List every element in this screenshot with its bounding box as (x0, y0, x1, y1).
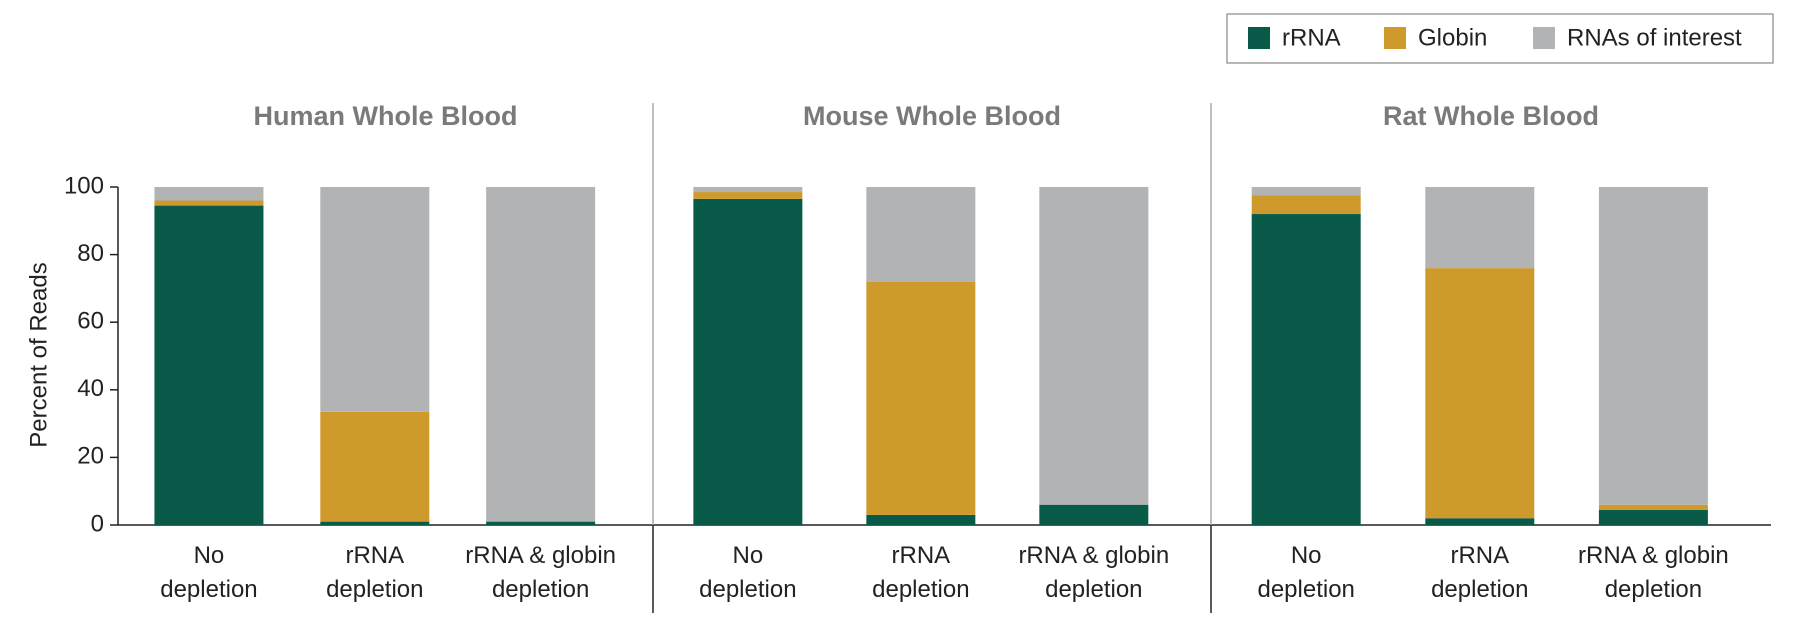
legend-swatch (1384, 27, 1406, 49)
x-tick-label: rRNA & globin depletion (1578, 542, 1729, 603)
bar-segment (1251, 187, 1361, 196)
y-tick-label: 20 (77, 443, 104, 470)
x-tick-label: rRNA & globin depletion (1018, 542, 1169, 603)
bar-segment (1425, 187, 1535, 269)
bar-segment (1598, 504, 1708, 510)
bar-segment (1598, 509, 1708, 525)
y-tick-label: 40 (77, 375, 104, 402)
legend-label: Globin (1418, 24, 1487, 51)
y-axis-label: Percent of Reads (25, 262, 52, 447)
x-tick-label: No depletion (699, 542, 796, 603)
bar-segment (693, 187, 803, 193)
x-tick-label: rRNA depletion (872, 542, 969, 603)
legend-swatch (1533, 27, 1555, 49)
bar-segment (320, 411, 430, 522)
facet-title: Rat Whole Blood (1383, 101, 1599, 131)
facet-title: Human Whole Blood (254, 101, 518, 131)
y-tick-label: 0 (91, 510, 104, 537)
y-tick-label: 100 (64, 172, 104, 199)
x-tick-label: No depletion (160, 542, 257, 603)
bar-segment (1251, 214, 1361, 526)
legend-label: rRNA (1282, 24, 1341, 51)
x-tick-label: rRNA depletion (1431, 542, 1528, 603)
bar-segment (154, 187, 264, 201)
bar-segment (154, 205, 264, 525)
bar-segment (320, 521, 430, 525)
bar-segment (1251, 195, 1361, 215)
legend-label: RNAs of interest (1567, 24, 1742, 51)
y-tick-label: 60 (77, 308, 104, 335)
x-tick-label: No depletion (1257, 542, 1354, 603)
bar-segment (154, 200, 264, 206)
bar-segment (693, 192, 803, 199)
bar-segment (866, 281, 976, 515)
bar-segment (693, 198, 803, 525)
bar-segment (1598, 187, 1708, 505)
legend-box (1226, 13, 1774, 64)
bar-segment (1039, 504, 1149, 525)
y-tick-label: 80 (77, 240, 104, 267)
bar-segment (320, 187, 430, 412)
facet-title: Mouse Whole Blood (803, 101, 1061, 131)
bar-segment (866, 187, 976, 282)
x-tick-label: rRNA depletion (326, 542, 423, 603)
bar-segment (866, 514, 976, 525)
legend-swatch (1248, 27, 1270, 49)
bar-segment (486, 521, 596, 525)
bar-segment (1425, 518, 1535, 525)
bar-segment (486, 187, 596, 522)
bar-segment (1425, 268, 1535, 519)
x-tick-label: rRNA & globin depletion (465, 542, 616, 603)
bar-segment (1039, 187, 1149, 505)
